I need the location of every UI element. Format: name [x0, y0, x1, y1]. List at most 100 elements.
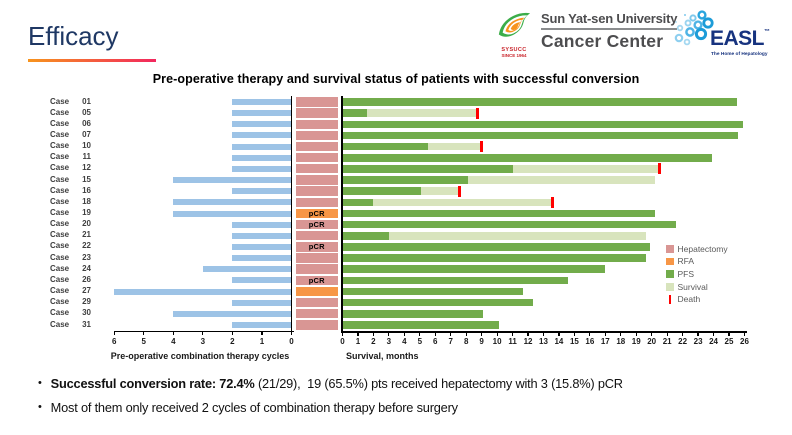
right-axis-title: Survival, months [346, 351, 419, 361]
case-label: Case 22 [50, 242, 91, 250]
sysucc-text-block: Sun Yat-sen University Cancer Center [541, 10, 677, 52]
bullet-glyph: • [38, 401, 42, 413]
right-axis-tick [604, 332, 606, 337]
left-axis-baseline [113, 330, 294, 332]
cycles-bar [232, 110, 292, 117]
survival-bar [427, 142, 482, 151]
right-axis-tick-label: 18 [616, 336, 626, 346]
case-label: Case 29 [50, 298, 91, 306]
left-axis-tick [202, 331, 204, 336]
right-axis-tick [403, 332, 405, 337]
right-axis-tick [434, 332, 436, 337]
case-word: Case [50, 152, 70, 162]
cycles-bar [232, 299, 292, 306]
pfs-bar [342, 243, 651, 251]
right-axis-tick-label: 2 [371, 336, 376, 346]
legend-item-death: Death [666, 294, 700, 304]
survival-bar [512, 165, 660, 173]
death-marker [480, 141, 484, 153]
death-marker [551, 196, 555, 208]
right-axis-tick [682, 332, 684, 337]
cycles-bar [232, 232, 292, 239]
case-word: Case [50, 308, 70, 318]
case-label: Case 20 [50, 220, 91, 228]
cycles-bar [232, 255, 292, 262]
right-axis-tick [666, 332, 668, 337]
sysucc-cancer-center-label: Cancer Center [541, 30, 664, 51]
surgery-bar [295, 108, 338, 118]
left-axis-tick [231, 331, 233, 336]
case-number: 26 [82, 274, 91, 284]
pfs-bar [342, 220, 677, 229]
cycles-bar [232, 143, 292, 150]
case-label: Case 01 [50, 96, 91, 106]
surgery-bar: pCR [295, 208, 338, 219]
right-axis-tick-label: 5 [417, 336, 423, 346]
right-axis-tick [712, 332, 715, 337]
surgery-bar [295, 320, 338, 330]
surgery-bar [295, 152, 338, 163]
sysucc-since-label: SINCE 1964 [501, 52, 527, 58]
right-axis-tick-label: 14 [554, 336, 564, 346]
bullet-text: Successful conversion rate: 72.4% (21/29… [51, 376, 623, 391]
case-label: Case 27 [50, 287, 91, 295]
right-axis-tick-label: 21 [662, 336, 672, 346]
cycles-bar [232, 154, 292, 161]
case-number: 29 [82, 297, 91, 307]
case-number: 16 [82, 185, 91, 195]
case-word: Case [50, 297, 70, 307]
bullet-rest-text: (21/29), 19 (65.5%) pts received hepatec… [254, 376, 623, 391]
case-label: Case 26 [50, 274, 91, 284]
easl-cells-icon [674, 10, 714, 46]
case-number: 19 [82, 208, 91, 217]
surgery-bar [295, 186, 338, 196]
surgery-bar [295, 264, 338, 274]
legend-item-hepatectomy: Hepatectomy [666, 244, 728, 254]
pfs-bar [342, 298, 533, 307]
case-label: Case 19 [50, 209, 91, 217]
case-word: Case [50, 263, 70, 273]
case-label: Case 05 [50, 107, 91, 117]
cycles-bar [114, 288, 292, 295]
legend-swatch-marker [666, 283, 674, 291]
sysucc-logo: SYSUCC SINCE 1964 Sun Yat-sen University… [495, 10, 677, 59]
case-label: Case 21 [50, 231, 91, 239]
surgery-bar [295, 164, 338, 174]
case-number: 06 [82, 118, 91, 128]
case-number: 20 [82, 219, 91, 229]
cycles-bar [232, 243, 292, 250]
case-number: 31 [82, 319, 91, 329]
right-axis-tick [651, 332, 653, 337]
right-axis-tick-label: 9 [479, 336, 484, 346]
right-axis-tick-label: 13 [539, 336, 548, 346]
case-label: Case 31 [50, 319, 91, 329]
case-label: Case 24 [50, 263, 91, 273]
bullet-bold-text: Successful conversion rate: 72.4% [50, 376, 255, 391]
case-label: Case 15 [50, 175, 91, 184]
sysucc-university-label: Sun Yat-sen University [541, 11, 678, 26]
cycles-bar [232, 188, 292, 195]
surgery-bar [295, 231, 338, 241]
case-word: Case [50, 252, 70, 262]
easl-logo: EASL™ The Home of Hepatology [672, 8, 780, 60]
surgery-bar [295, 309, 338, 319]
pfs-bar [342, 209, 655, 218]
right-axis-tick [743, 332, 746, 337]
sysucc-swoosh-icon [498, 12, 531, 37]
case-number: 05 [82, 107, 91, 117]
pfs-bar [342, 165, 513, 173]
surgery-bar [295, 141, 338, 152]
right-axis-tick [388, 332, 390, 337]
pfs-bar [342, 287, 524, 296]
left-axis-tick [113, 331, 115, 336]
pfs-bar [342, 265, 606, 274]
case-number: 30 [82, 308, 91, 318]
bullet-cycles-note: • Most of them only received 2 cycles of… [38, 400, 458, 415]
case-number: 01 [82, 96, 91, 106]
right-axis-tick [511, 332, 514, 337]
right-axis-tick [635, 332, 637, 337]
legend-item-pfs: PFS [666, 269, 694, 279]
death-marker [458, 185, 462, 197]
legend-label: Hepatectomy [677, 243, 728, 254]
left-axis-tick-label: 3 [200, 336, 206, 346]
